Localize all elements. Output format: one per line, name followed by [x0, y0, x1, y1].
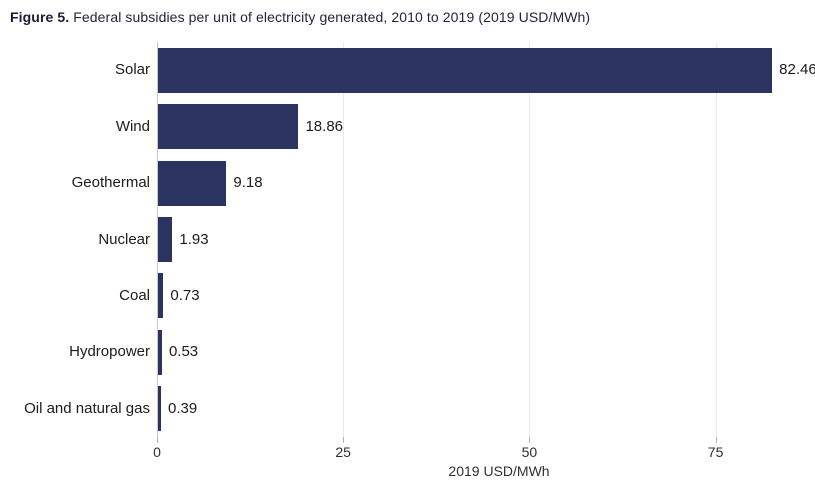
- value-label: 82.46: [779, 61, 815, 79]
- gridline-50: [529, 42, 531, 437]
- figure-number: Figure 5.: [10, 9, 70, 25]
- category-label: Hydropower: [69, 343, 150, 361]
- category-label: Geothermal: [71, 174, 150, 192]
- bar: [158, 160, 227, 206]
- figure-title: Figure 5. Federal subsidies per unit of …: [10, 9, 590, 25]
- x-tick-label-25: 25: [335, 444, 351, 460]
- value-label: 0.73: [170, 286, 200, 304]
- category-label: Nuclear: [98, 230, 150, 248]
- bar: [158, 273, 164, 319]
- bar: [158, 104, 299, 150]
- gridline-25: [343, 42, 345, 437]
- category-label: Coal: [119, 286, 150, 304]
- category-label: Oil and natural gas: [24, 399, 150, 417]
- x-tick-label-50: 50: [521, 444, 538, 460]
- figure-title-text: Federal subsidies per unit of electricit…: [73, 9, 591, 25]
- value-label: 0.39: [168, 399, 198, 417]
- x-tick-mark-25: [343, 437, 345, 443]
- value-label: 0.53: [168, 343, 199, 361]
- value-label: 18.86: [305, 117, 344, 135]
- x-axis-title: 2019 USD/MWh: [448, 463, 550, 479]
- value-label: 1.93: [179, 230, 209, 248]
- x-tick-mark-0: [157, 437, 158, 443]
- x-tick-label-75: 75: [707, 444, 724, 460]
- gridline-75: [715, 42, 717, 437]
- bar: [158, 217, 173, 262]
- x-tick-label-0: 0: [153, 444, 161, 460]
- bar: [158, 329, 162, 375]
- category-label: Wind: [115, 117, 150, 135]
- value-label: 9.18: [233, 174, 263, 192]
- x-tick-mark-50: [529, 437, 531, 443]
- category-label: Solar: [114, 61, 150, 79]
- bar: [158, 386, 161, 432]
- y-axis-line: [157, 42, 158, 437]
- x-tick-mark-75: [715, 437, 717, 443]
- bar: [158, 47, 773, 93]
